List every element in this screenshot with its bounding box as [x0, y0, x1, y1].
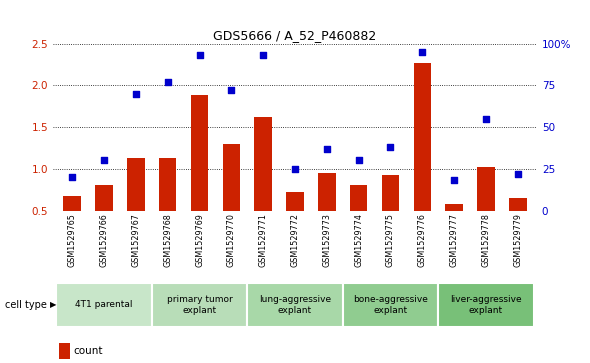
- Text: GSM1529774: GSM1529774: [354, 213, 363, 267]
- Point: [195, 52, 204, 58]
- Bar: [152, 283, 247, 327]
- Text: GSM1529766: GSM1529766: [100, 213, 109, 267]
- Text: GSM1529771: GSM1529771: [258, 213, 268, 267]
- Bar: [64, 196, 81, 211]
- Text: GSM1529773: GSM1529773: [322, 213, 332, 267]
- Text: GSM1529777: GSM1529777: [450, 213, 458, 268]
- Bar: [95, 185, 113, 211]
- Bar: [254, 117, 272, 211]
- Text: lung-aggressive
explant: lung-aggressive explant: [259, 295, 331, 315]
- Text: bone-aggressive
explant: bone-aggressive explant: [353, 295, 428, 315]
- Text: primary tumor
explant: primary tumor explant: [166, 295, 232, 315]
- Point: [258, 52, 268, 58]
- Point: [99, 158, 109, 163]
- Bar: [286, 192, 304, 211]
- Point: [322, 146, 332, 152]
- Bar: [247, 283, 343, 327]
- Bar: [414, 63, 431, 211]
- Text: GSM1529765: GSM1529765: [68, 213, 77, 267]
- Text: GSM1529776: GSM1529776: [418, 213, 427, 267]
- Point: [513, 171, 523, 177]
- Bar: [477, 167, 495, 211]
- Bar: [350, 185, 368, 211]
- Bar: [56, 283, 152, 327]
- Title: GDS5666 / A_52_P460882: GDS5666 / A_52_P460882: [214, 29, 376, 42]
- Bar: [382, 175, 399, 211]
- Point: [481, 116, 491, 122]
- Text: GSM1529769: GSM1529769: [195, 213, 204, 267]
- Text: GSM1529770: GSM1529770: [227, 213, 236, 267]
- Text: liver-aggressive
explant: liver-aggressive explant: [450, 295, 522, 315]
- Bar: [445, 204, 463, 211]
- Point: [450, 178, 459, 183]
- Text: cell type: cell type: [5, 300, 50, 310]
- Bar: [343, 283, 438, 327]
- Text: GSM1529768: GSM1529768: [163, 213, 172, 267]
- Point: [418, 49, 427, 55]
- Text: GSM1529772: GSM1529772: [290, 213, 300, 268]
- Point: [354, 158, 363, 163]
- Text: 4T1 parental: 4T1 parental: [76, 301, 133, 309]
- Text: GSM1529767: GSM1529767: [132, 213, 140, 267]
- Text: GSM1529778: GSM1529778: [481, 213, 490, 267]
- Bar: [127, 158, 145, 211]
- Point: [67, 174, 77, 180]
- Text: ▶: ▶: [50, 301, 57, 309]
- Text: GSM1529775: GSM1529775: [386, 213, 395, 268]
- Text: count: count: [74, 346, 103, 356]
- Bar: [509, 198, 526, 211]
- Point: [131, 91, 140, 97]
- Bar: [222, 144, 240, 211]
- Point: [163, 79, 172, 85]
- Point: [386, 144, 395, 150]
- Bar: [191, 95, 208, 211]
- Point: [227, 87, 236, 93]
- Bar: [159, 158, 176, 211]
- Point: [290, 166, 300, 172]
- Bar: [438, 283, 534, 327]
- Bar: [318, 173, 336, 211]
- Text: GSM1529779: GSM1529779: [513, 213, 522, 268]
